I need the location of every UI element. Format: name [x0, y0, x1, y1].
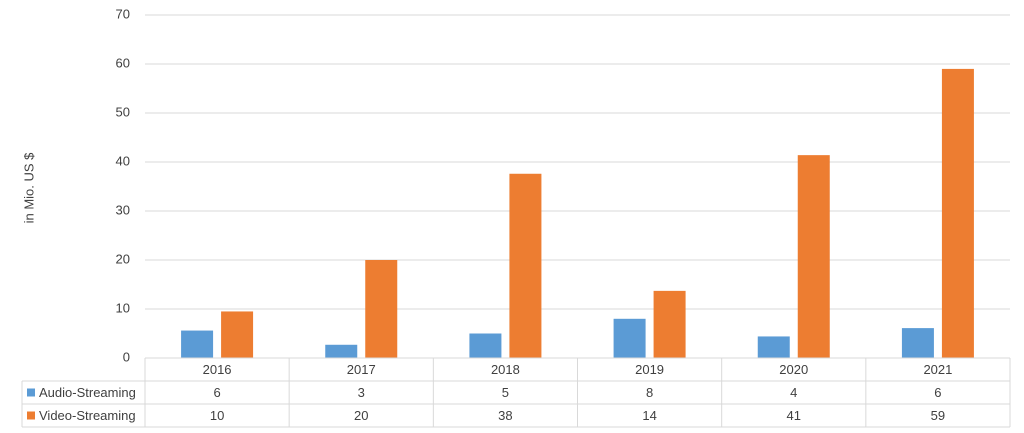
table-cell: 10 — [210, 408, 224, 423]
y-tick-label: 50 — [116, 104, 130, 119]
table-cell: 59 — [931, 408, 945, 423]
table-cell: 41 — [787, 408, 801, 423]
x-tick-label: 2020 — [779, 362, 808, 377]
bar — [757, 336, 790, 358]
table-cell: 38 — [498, 408, 512, 423]
y-tick-label: 40 — [116, 153, 130, 168]
y-axis-label: in Mio. US $ — [21, 152, 36, 224]
y-tick-label: 30 — [116, 202, 130, 217]
legend-key — [27, 411, 35, 420]
bar — [365, 260, 398, 358]
table-cell: 3 — [358, 385, 365, 400]
bar — [325, 344, 358, 358]
y-tick-label: 10 — [116, 300, 130, 315]
table-cell: 20 — [354, 408, 368, 423]
x-tick-label: 2018 — [491, 362, 520, 377]
x-tick-label: 2019 — [635, 362, 664, 377]
x-tick-label: 2021 — [923, 362, 952, 377]
bar — [653, 290, 686, 358]
bar — [181, 330, 214, 358]
table-cell: 6 — [213, 385, 220, 400]
bar — [797, 155, 830, 358]
x-tick-label: 2017 — [347, 362, 376, 377]
y-tick-label: 60 — [116, 55, 130, 70]
bar — [509, 173, 542, 358]
bar — [941, 68, 974, 359]
bar — [613, 318, 646, 358]
table-cell: 8 — [646, 385, 653, 400]
bar — [901, 328, 934, 358]
legend-label: Audio-Streaming — [39, 385, 136, 400]
bar — [221, 311, 254, 358]
y-tick-label: 20 — [116, 251, 130, 266]
table-cell: 6 — [934, 385, 941, 400]
legend-key — [27, 388, 35, 397]
table-cell: 5 — [502, 385, 509, 400]
legend-label: Video-Streaming — [39, 408, 136, 423]
bar — [469, 333, 502, 358]
table-cell: 14 — [642, 408, 656, 423]
y-tick-label: 70 — [116, 6, 130, 21]
table-cell: 4 — [790, 385, 797, 400]
y-tick-label: 0 — [123, 349, 130, 364]
x-tick-label: 2016 — [203, 362, 232, 377]
